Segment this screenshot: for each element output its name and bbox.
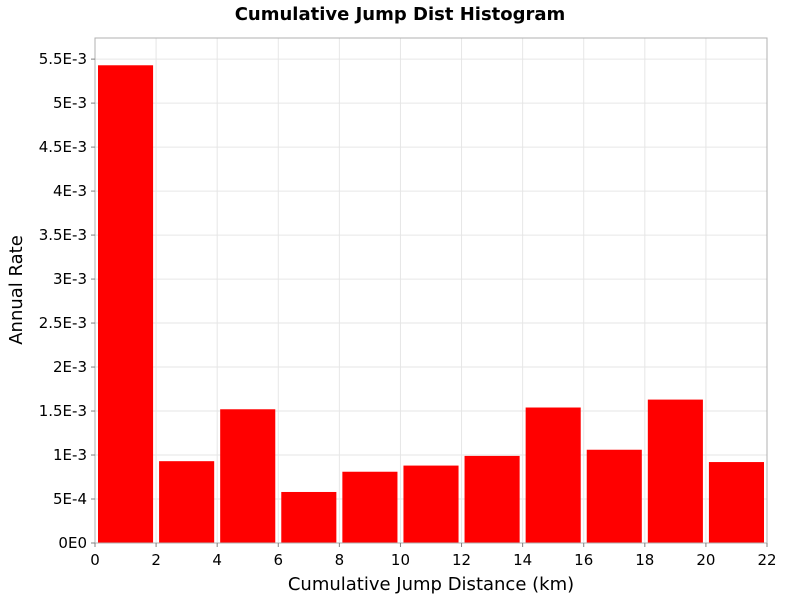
y-tick-label: 5E-3 [53, 94, 87, 112]
chart-title: Cumulative Jump Dist Histogram [235, 4, 566, 25]
histogram-bar [525, 407, 581, 543]
histogram-bar [403, 465, 459, 543]
y-axis-label: Annual Rate [6, 235, 27, 345]
y-tick-label: 1E-3 [53, 446, 87, 464]
y-tick-label: 3E-3 [53, 270, 87, 288]
y-tick-label: 4E-3 [53, 182, 87, 200]
histogram-bar [220, 409, 276, 543]
histogram-bar [647, 399, 703, 543]
histogram-bar [586, 449, 642, 543]
histogram-bar [281, 491, 337, 543]
axis-ticks: 0 2 4 6 8 10 12 14 16 18 20 22 0E0 5E-4 1E-3 1.5E-3 2E-3… [39, 50, 777, 569]
y-tick-label: 0E0 [58, 534, 87, 552]
x-tick-label: 20 [696, 551, 715, 569]
histogram-bar [464, 455, 520, 543]
y-tick-label: 3.5E-3 [39, 226, 87, 244]
x-tick-label: 2 [151, 551, 161, 569]
bars [98, 65, 764, 543]
x-tick-label: 8 [335, 551, 345, 569]
x-axis-label: Cumulative Jump Distance (km) [288, 574, 574, 595]
x-tick-label: 18 [635, 551, 654, 569]
histogram-bar [342, 471, 398, 543]
x-tick-label: 16 [574, 551, 593, 569]
y-tick-label: 5E-4 [53, 490, 87, 508]
y-tick-label: 2.5E-3 [39, 314, 87, 332]
y-tick-label: 4.5E-3 [39, 138, 87, 156]
histogram-bar [708, 462, 764, 543]
y-tick-label: 5.5E-3 [39, 50, 87, 68]
histogram-bar [159, 461, 215, 543]
x-tick-label: 4 [212, 551, 222, 569]
x-tick-label: 10 [391, 551, 410, 569]
x-tick-label: 6 [273, 551, 283, 569]
y-tick-label: 1.5E-3 [39, 402, 87, 420]
x-tick-label: 22 [757, 551, 776, 569]
x-tick-label: 12 [452, 551, 471, 569]
y-tick-label: 2E-3 [53, 358, 87, 376]
plot-frame [94, 37, 768, 544]
x-tick-label: 0 [90, 551, 100, 569]
x-tick-label: 14 [513, 551, 532, 569]
histogram-bar [98, 65, 154, 543]
